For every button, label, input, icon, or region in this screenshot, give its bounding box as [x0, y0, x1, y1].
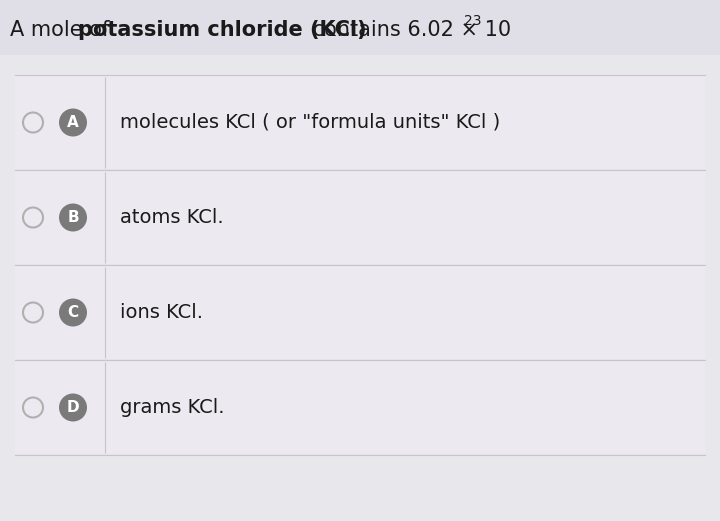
- Text: A mole of: A mole of: [10, 20, 116, 40]
- Text: ions KCl.: ions KCl.: [120, 303, 203, 322]
- Text: potassium chloride (KCl): potassium chloride (KCl): [78, 20, 366, 40]
- Text: A: A: [67, 115, 79, 130]
- Text: B: B: [67, 210, 78, 225]
- Text: grams KCl.: grams KCl.: [120, 398, 225, 417]
- Text: D: D: [67, 400, 79, 415]
- FancyBboxPatch shape: [15, 75, 705, 455]
- FancyBboxPatch shape: [0, 0, 720, 55]
- Circle shape: [59, 299, 87, 327]
- FancyBboxPatch shape: [15, 266, 705, 359]
- Text: molecules KCl ( or "formula units" KCl ): molecules KCl ( or "formula units" KCl ): [120, 113, 500, 132]
- Text: 23: 23: [464, 14, 482, 28]
- FancyBboxPatch shape: [15, 171, 705, 264]
- Circle shape: [59, 108, 87, 137]
- FancyBboxPatch shape: [15, 361, 705, 454]
- Text: atoms KCl.: atoms KCl.: [120, 208, 224, 227]
- Circle shape: [59, 204, 87, 231]
- FancyBboxPatch shape: [15, 76, 705, 169]
- Circle shape: [59, 393, 87, 421]
- Text: contains 6.02 × 10: contains 6.02 × 10: [306, 20, 511, 40]
- Text: C: C: [68, 305, 78, 320]
